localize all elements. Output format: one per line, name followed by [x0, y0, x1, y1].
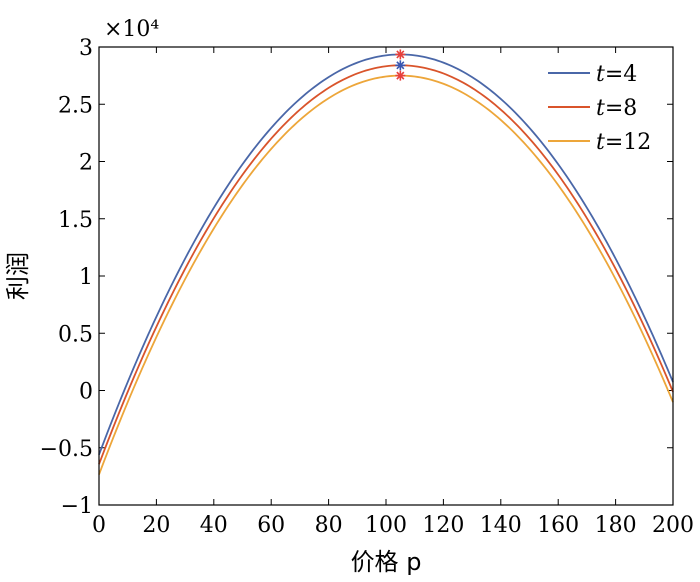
y-tick-label: −1: [61, 494, 93, 519]
y-axis-title: 利润: [4, 252, 32, 300]
y-tick-label: −0.5: [40, 437, 93, 462]
legend-label-2: t=8: [596, 96, 637, 121]
legend-label-3: t=12: [596, 130, 651, 155]
series-line-3: [98, 74, 674, 475]
x-tick-label: 20: [142, 513, 170, 538]
y-tick-label: 1.5: [58, 208, 93, 233]
x-tick-label: 80: [315, 513, 343, 538]
ticks-layer: 0 20 40 60 80 100 120 140 160 180 200 −1 −0.5 0 0.5 1 1.…: [40, 36, 694, 538]
x-tick-label: 0: [92, 513, 106, 538]
x-tick-label: 200: [652, 513, 694, 538]
x-tick-label: 60: [257, 513, 285, 538]
y-tick-label: 3: [79, 36, 93, 61]
legend-label-1: t=4: [596, 62, 637, 87]
y-tick-label: 2.5: [58, 93, 93, 118]
x-axis-title: 价格 p: [351, 548, 422, 576]
peak-markers: [395, 49, 406, 81]
series-layer: [98, 53, 674, 475]
y-tick-label: 0: [79, 380, 93, 405]
x-tick-label: 120: [422, 513, 464, 538]
y-multiplier: ×10⁴: [104, 17, 159, 42]
series-line-1: [98, 53, 674, 455]
peak-marker-3: [395, 70, 406, 81]
x-tick-label: 160: [537, 513, 579, 538]
x-tick-label: 180: [595, 513, 637, 538]
y-tick-label: 0.5: [58, 322, 93, 347]
y-tick-label: 2: [79, 151, 93, 176]
peak-marker-2: [395, 60, 406, 71]
plot-frame: [98, 46, 674, 506]
y-tick-label: 1: [79, 265, 93, 290]
x-tick-label: 140: [480, 513, 522, 538]
series-line-2: [98, 64, 674, 465]
x-tick-label: 100: [365, 513, 407, 538]
x-tick-label: 40: [200, 513, 228, 538]
legend: t=4 t=8 t=12: [548, 62, 651, 155]
peak-marker-1: [395, 49, 406, 60]
